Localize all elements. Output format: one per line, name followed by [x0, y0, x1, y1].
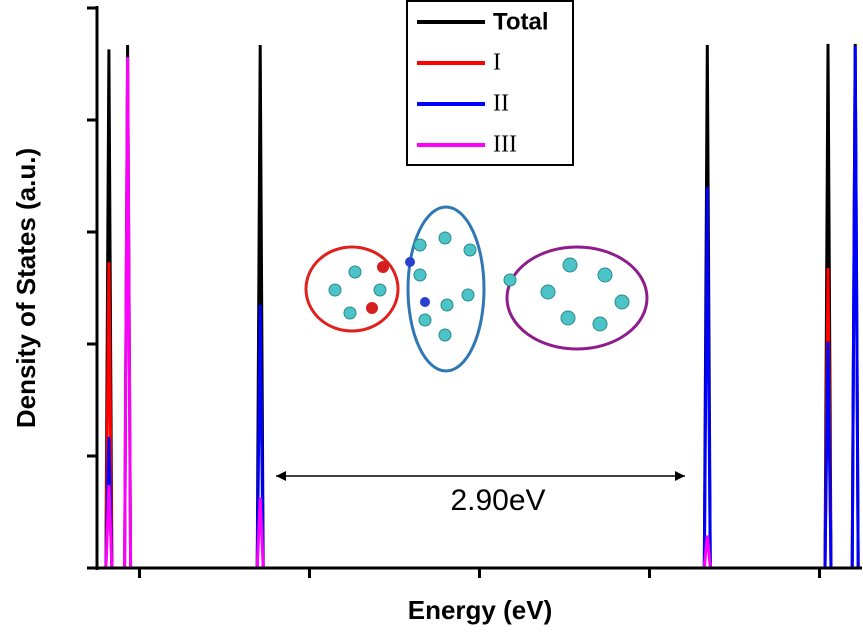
- molecule: [304, 205, 649, 373]
- legend-label: III: [493, 132, 517, 158]
- peak: [123, 57, 133, 569]
- peak: [702, 187, 712, 569]
- peak: [850, 46, 860, 569]
- x-axis-label: Energy (eV): [408, 595, 553, 625]
- group-circle-ii: [406, 205, 486, 373]
- y-axis-label: Density of States (a.u.): [11, 148, 41, 428]
- group-circle-iii: [505, 245, 649, 351]
- group-circle-i: [304, 245, 400, 333]
- legend-label: II: [493, 91, 509, 117]
- legend-label: I: [493, 50, 501, 76]
- peak: [255, 304, 265, 569]
- gap-annotation: 2.90eV: [450, 484, 545, 517]
- peak: [104, 485, 114, 569]
- peak: [702, 535, 712, 569]
- peak: [823, 341, 833, 569]
- legend-box: [406, 0, 574, 166]
- atoms: [328, 231, 630, 342]
- peak: [255, 497, 265, 569]
- legend-label: Total: [493, 8, 549, 35]
